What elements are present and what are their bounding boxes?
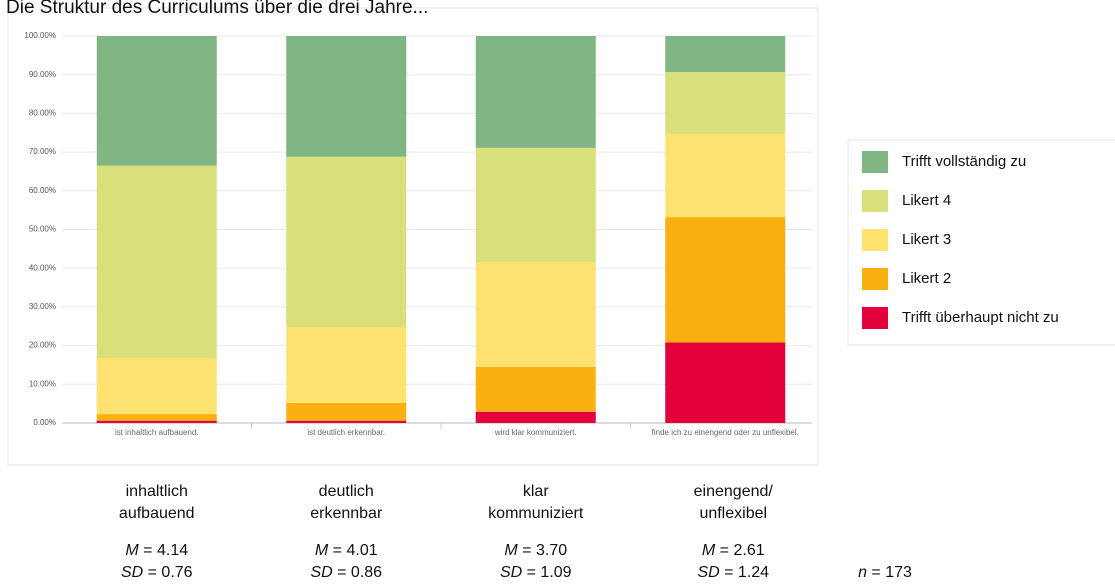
bar-segment <box>96 420 217 423</box>
chart-title: Die Struktur des Curriculums über die dr… <box>6 0 428 18</box>
bar-segment <box>475 262 596 367</box>
sample-size: n = 173 <box>820 564 950 582</box>
x-tick-label: wird klar kommuniziert. <box>494 428 577 437</box>
category-caption: inhaltlich aufbauend <box>118 483 195 522</box>
equals-sign: = <box>337 564 347 581</box>
y-tick-label: 90.00% <box>29 70 56 79</box>
equals-sign: = <box>522 542 532 559</box>
stat-value: 1.09 <box>540 564 572 581</box>
stat-name: n <box>858 564 867 581</box>
statistic: M = 3.70 <box>471 542 601 560</box>
legend-label: Trifft vollständig zu <box>902 153 1026 170</box>
y-tick-label: 40.00% <box>29 263 56 272</box>
bar-segment <box>665 36 786 72</box>
legend-swatch <box>862 229 888 251</box>
bar-segment <box>286 327 407 403</box>
statistic: M = 4.01 <box>281 542 411 560</box>
stat-value: 173 <box>885 564 912 581</box>
bar-segment <box>665 71 786 134</box>
stat-name: M <box>314 542 329 559</box>
equals-sign: = <box>147 564 157 581</box>
legend-swatch <box>862 190 888 212</box>
statistic: SD = 0.76 <box>92 564 222 582</box>
legend-swatch <box>862 268 888 290</box>
y-tick-label: 70.00% <box>29 147 56 156</box>
bar-segment <box>286 156 407 328</box>
legend-swatch <box>862 151 888 173</box>
stat-value: 1.24 <box>737 564 770 581</box>
statistic: M = 4.14 <box>92 542 222 560</box>
stat-name: SD <box>499 564 523 581</box>
y-tick-label: 20.00% <box>29 341 56 350</box>
equals-sign: = <box>719 542 730 559</box>
stat-name: M <box>701 542 716 559</box>
x-tick-label: ist deutlich erkennbar. <box>307 428 386 437</box>
statistic: SD = 1.24 <box>668 564 798 582</box>
bar-segment <box>475 36 596 148</box>
stat-name: SD <box>120 564 144 581</box>
stat-value: 0.76 <box>161 564 193 581</box>
legend-frame <box>847 139 1115 346</box>
legend-label: Trifft überhaupt nicht zu <box>902 309 1059 326</box>
category-caption: deutlich erkennbar <box>310 483 383 522</box>
y-tick-label: 60.00% <box>29 186 56 195</box>
bar-segment <box>96 165 217 358</box>
bar-segment <box>665 133 786 218</box>
stat-value: 4.01 <box>346 542 378 559</box>
stat-name: SD <box>697 564 720 581</box>
equals-sign: = <box>332 542 343 559</box>
stat-value: 3.70 <box>535 542 568 559</box>
bar-segment <box>665 342 786 423</box>
legend-label: Likert 3 <box>902 231 951 248</box>
equals-sign: = <box>724 564 734 581</box>
category-caption: klar kommuniziert <box>488 483 584 522</box>
stat-name: M <box>504 542 518 559</box>
stat-value: 2.61 <box>733 542 765 559</box>
bar-segment <box>96 357 217 415</box>
statistic: SD = 0.86 <box>281 564 411 582</box>
x-tick-label: finde ich zu einengend oder zu unflexibe… <box>651 428 799 437</box>
x-tick-label: ist inhaltlich aufbauend. <box>114 428 199 437</box>
y-tick-label: 30.00% <box>29 302 56 311</box>
statistic: M = 2.61 <box>668 542 798 560</box>
stat-name: M <box>125 542 139 559</box>
stat-value: 0.86 <box>350 564 383 581</box>
y-tick-label: 80.00% <box>29 109 56 118</box>
y-tick-label: 50.00% <box>29 225 56 234</box>
legend-label: Likert 2 <box>902 270 951 287</box>
bar-segment <box>286 402 407 421</box>
y-tick-label: 100.00% <box>24 31 56 40</box>
stat-value: 4.14 <box>156 542 189 559</box>
bar-segment <box>475 366 596 412</box>
equals-sign: = <box>143 542 153 559</box>
statistic: SD = 1.09 <box>471 564 601 582</box>
legend-swatch <box>862 307 888 329</box>
equals-sign: = <box>871 564 881 581</box>
bar-segment <box>286 36 407 157</box>
bar-segment <box>286 420 407 423</box>
bar-segment <box>96 414 217 421</box>
equals-sign: = <box>526 564 536 581</box>
category-caption: einengend/ unflexibel <box>693 483 773 522</box>
y-tick-label: 10.00% <box>29 379 56 388</box>
stat-name: SD <box>310 564 333 581</box>
y-tick-label: 0.00% <box>33 418 56 427</box>
bar-segment <box>665 217 786 343</box>
bar-segment <box>96 36 217 166</box>
legend-label: Likert 4 <box>902 192 951 209</box>
bar-segment <box>475 147 596 263</box>
bar-segment <box>475 411 596 423</box>
